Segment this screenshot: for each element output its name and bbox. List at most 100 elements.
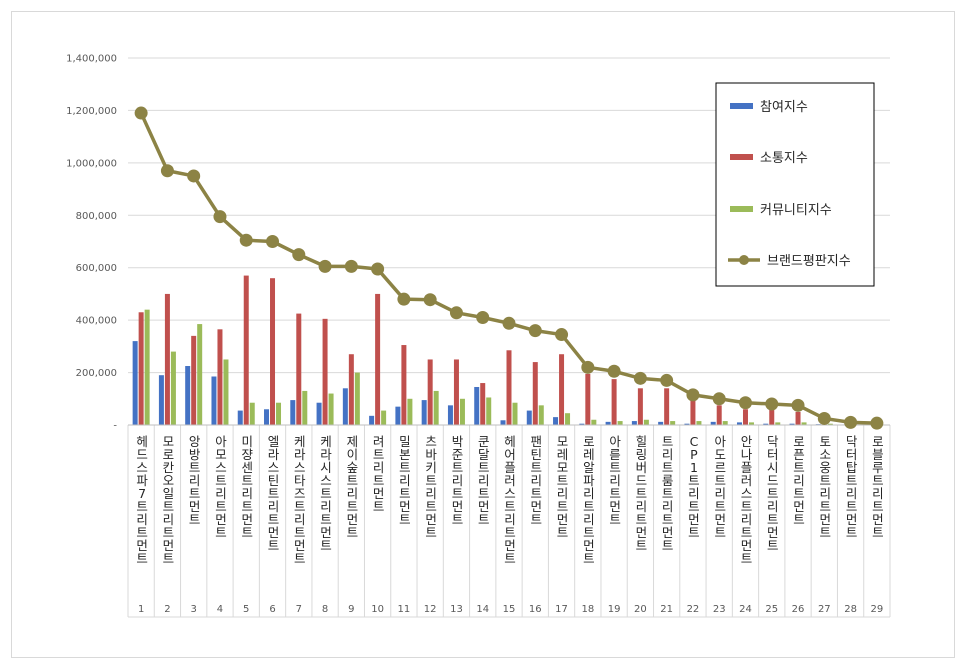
bar-참여지수 bbox=[736, 422, 742, 425]
rank-label: 26 bbox=[792, 604, 805, 615]
rank-label: 29 bbox=[870, 604, 883, 615]
bar-소통지수 bbox=[664, 388, 670, 425]
legend-swatch bbox=[730, 103, 753, 109]
rank-label: 27 bbox=[818, 604, 831, 615]
line-point bbox=[581, 360, 595, 374]
bar-커뮤니티지수 bbox=[354, 372, 360, 425]
bar-참여지수 bbox=[684, 423, 690, 425]
bar-소통지수 bbox=[611, 379, 617, 425]
bar-커뮤니티지수 bbox=[827, 423, 833, 425]
bar-참여지수 bbox=[631, 421, 637, 425]
y-tick-label: 600,000 bbox=[76, 263, 117, 274]
legend-entry: 커뮤니티지수 bbox=[760, 203, 832, 218]
bar-커뮤니티지수 bbox=[591, 419, 597, 425]
rank-label: 24 bbox=[739, 604, 752, 615]
rank-label: 12 bbox=[424, 604, 437, 615]
bar-커뮤니티지수 bbox=[381, 410, 387, 425]
rank-label: 7 bbox=[296, 604, 302, 615]
rank-label: 5 bbox=[243, 604, 249, 615]
bar-참여지수 bbox=[500, 420, 506, 425]
bar-소통지수 bbox=[453, 359, 459, 425]
line-point bbox=[397, 292, 411, 306]
bar-커뮤니티지수 bbox=[407, 398, 413, 425]
bar-커뮤니티지수 bbox=[696, 421, 702, 425]
bar-커뮤니티지수 bbox=[512, 402, 518, 425]
bar-커뮤니티지수 bbox=[144, 309, 150, 425]
y-tick-label: 1,000,000 bbox=[66, 158, 117, 169]
bar-참여지수 bbox=[185, 366, 191, 425]
bar-참여지수 bbox=[763, 423, 769, 425]
rank-label: 10 bbox=[371, 604, 384, 615]
bar-참여지수 bbox=[605, 421, 611, 425]
bar-참여지수 bbox=[658, 421, 664, 425]
rank-label: 2 bbox=[164, 604, 170, 615]
bar-소통지수 bbox=[296, 313, 302, 425]
bar-커뮤니티지수 bbox=[775, 422, 781, 425]
bar-커뮤니티지수 bbox=[433, 390, 439, 425]
y-tick-label: 200,000 bbox=[76, 368, 117, 379]
bar-소통지수 bbox=[506, 350, 512, 425]
rank-label: 4 bbox=[217, 604, 223, 615]
bar-참여지수 bbox=[526, 410, 532, 425]
bar-소통지수 bbox=[217, 329, 223, 425]
line-point bbox=[292, 248, 306, 262]
rank-label: 17 bbox=[555, 604, 568, 615]
bar-소통지수 bbox=[795, 411, 801, 425]
rank-label: 18 bbox=[581, 604, 594, 615]
line-point bbox=[318, 259, 332, 273]
bar-커뮤니티지수 bbox=[328, 393, 334, 425]
bar-소통지수 bbox=[401, 345, 407, 425]
bar-커뮤니티지수 bbox=[617, 421, 623, 425]
bar-커뮤니티지수 bbox=[223, 359, 229, 425]
bar-소통지수 bbox=[480, 383, 486, 425]
rank-label: 14 bbox=[476, 604, 489, 615]
rank-label: 20 bbox=[634, 604, 647, 615]
line-point bbox=[266, 235, 280, 248]
line-point bbox=[844, 415, 858, 429]
line-point bbox=[817, 411, 831, 425]
legend-entry: 소통지수 bbox=[760, 151, 808, 166]
bar-소통지수 bbox=[322, 318, 328, 425]
bar-참여지수 bbox=[211, 376, 217, 425]
bar-소통지수 bbox=[270, 278, 276, 425]
line-point bbox=[371, 262, 385, 276]
bar-커뮤니티지수 bbox=[748, 422, 754, 425]
line-point bbox=[344, 259, 358, 273]
bar-커뮤니티지수 bbox=[276, 402, 282, 425]
line-point bbox=[686, 388, 700, 402]
rank-label: 9 bbox=[348, 604, 354, 615]
rank-label: 1 bbox=[138, 604, 144, 615]
line-point bbox=[660, 373, 674, 387]
bar-참여지수 bbox=[290, 400, 296, 425]
bar-커뮤니티지수 bbox=[538, 405, 544, 425]
rank-label: 23 bbox=[713, 604, 726, 615]
y-tick-label: 400,000 bbox=[76, 316, 117, 327]
rank-label: 8 bbox=[322, 604, 328, 615]
bar-소통지수 bbox=[585, 373, 591, 425]
bar-소통지수 bbox=[769, 409, 775, 425]
bar-소통지수 bbox=[532, 362, 538, 425]
bar-참여지수 bbox=[395, 406, 401, 425]
line-point bbox=[213, 210, 227, 224]
bar-참여지수 bbox=[553, 417, 559, 425]
bar-커뮤니티지수 bbox=[722, 421, 728, 425]
bar-참여지수 bbox=[342, 388, 348, 425]
bar-참여지수 bbox=[158, 375, 164, 425]
